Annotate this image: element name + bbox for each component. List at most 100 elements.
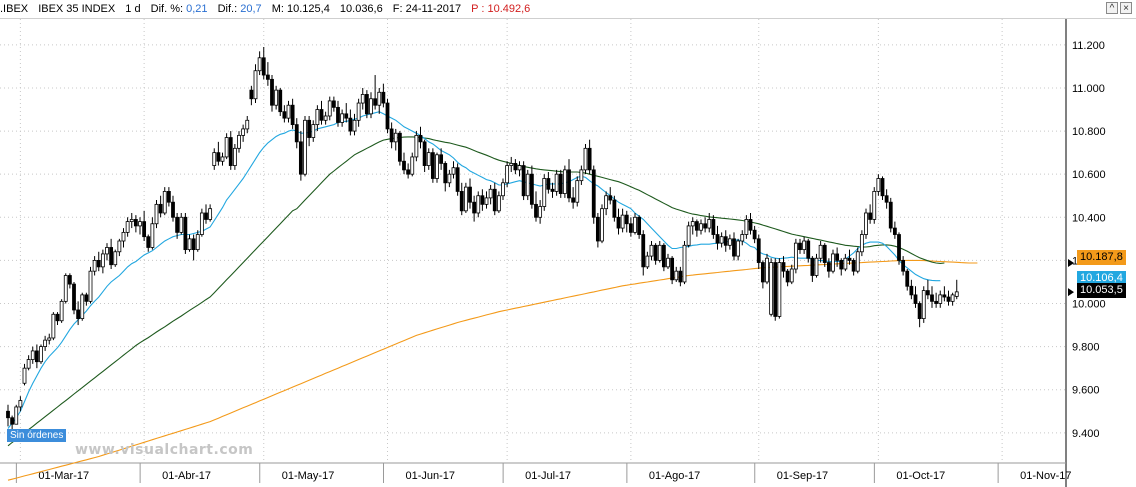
candle-body [80,294,85,319]
candle-body [377,91,382,106]
dif-pct-value: 0,21 [186,3,208,15]
candle-body [348,117,353,132]
candle-body [133,219,138,227]
candle-body [294,124,299,143]
x-tick-label: 01-Nov-17 [1020,470,1071,482]
ma20-line [7,111,941,429]
candle-body [847,257,852,261]
candle-body [719,236,724,244]
candle-body [810,257,815,276]
candle-body [245,119,250,130]
candle-body [777,262,782,317]
order-status-badge[interactable]: Sin órdenes [7,429,67,442]
y-tick-label: 9.400 [1072,428,1100,440]
candle-body [410,156,415,175]
period-label[interactable]: 1 d [125,3,141,15]
candle-body [930,294,934,302]
candle-body [872,191,877,220]
candle-body [765,257,769,283]
close-button[interactable]: × [1120,2,1132,14]
candle-body [818,244,823,259]
candle-body [191,238,196,251]
candle-body [612,199,617,218]
candle-body [946,296,951,302]
price-chart[interactable]: 11.20011.00010.80010.60010.40010.20010.0… [0,19,1136,487]
candle-body [340,113,345,123]
candle-body [744,219,749,235]
candle-body [331,100,336,108]
candle-body [47,337,52,341]
candle-body [430,152,435,179]
candle-body [311,124,316,138]
y-tick-label: 10.800 [1072,126,1106,138]
candle-body [274,89,279,106]
candle-body [426,152,431,166]
candle-body [212,152,217,166]
candle-body [187,238,192,251]
candle-body [950,294,955,302]
f-label: F: [392,3,403,15]
candle-body [476,195,481,214]
candle-body [397,132,402,162]
candle-body [851,259,856,272]
candle-body [286,104,291,119]
y-tick-label: 10.400 [1072,212,1106,224]
candle-body [517,165,522,171]
candle-body [723,236,728,246]
p-label: P : [471,3,485,15]
candle-body [364,94,369,115]
candle-body [162,191,167,214]
candle-body [179,216,184,233]
candle-body [381,91,386,104]
candle-body [451,167,456,175]
candle-body [641,234,646,268]
candle-body [150,223,155,248]
candle-body [773,262,778,317]
candle-body [925,290,930,296]
candle-body [694,221,699,231]
m-label: M: [271,3,284,15]
candle-body [620,214,625,229]
candle-body [463,186,468,212]
candle-body [550,188,555,192]
candle-body [732,238,736,257]
candle-body [303,119,307,175]
x-tick-label: 01-Ago-17 [649,470,700,482]
candle-body [913,294,918,304]
candle-body [435,154,439,179]
candle-body [897,234,901,261]
candle-body [315,109,320,126]
candle-body [270,78,274,106]
candle-body [336,106,340,123]
candle-body [26,359,31,369]
candle-body [154,203,159,225]
ma200-value-badge: 10.187,8 [1077,250,1126,265]
candle-body [51,313,56,339]
candle-body [261,57,266,76]
candle-body [96,259,101,268]
candle-body [327,100,332,117]
y-tick-label: 10.000 [1072,299,1106,311]
candle-body [175,216,180,233]
candle-body [864,212,868,235]
candle-body [793,242,798,270]
candle-body [806,240,811,259]
candle-body [624,214,629,225]
candle-body [105,247,109,255]
restore-button[interactable]: ^ [1106,2,1118,14]
ma-marker-arrow [1068,258,1074,267]
candle-body [265,74,270,80]
x-tick-label: 01-Jun-17 [406,470,456,482]
candle-body [880,178,885,197]
candle-body [166,191,171,203]
candle-body [633,216,637,233]
index-name: IBEX 35 INDEX [38,3,116,15]
candle-body [241,128,246,136]
candle-body [699,223,703,231]
candle-body [657,244,662,261]
candle-body [579,169,584,182]
candle-body [257,57,262,72]
watermark: www.visualchart.com [75,442,254,458]
candle-body [323,115,328,121]
